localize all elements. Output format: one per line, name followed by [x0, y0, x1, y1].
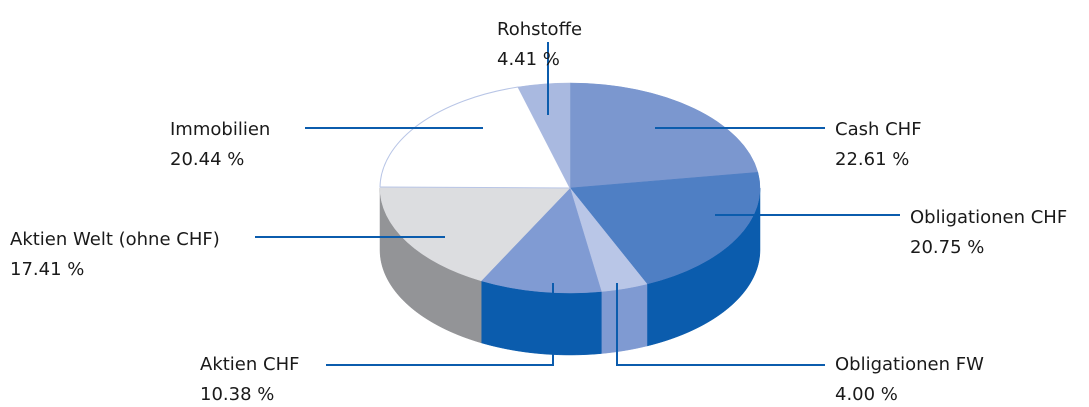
pie-slice: [480, 187, 602, 294]
pie-slice: [569, 172, 761, 285]
value-label: 20.44 %: [170, 149, 244, 170]
value-label: 22.61 %: [835, 149, 909, 170]
leader-line: [326, 283, 554, 366]
slice-label: Immobilien: [170, 119, 270, 140]
slice-label: Obligationen FW: [835, 354, 984, 375]
pie-slice: [379, 86, 571, 189]
pie-slice: [569, 82, 759, 189]
value-label: 4.00 %: [835, 384, 898, 405]
leader-line: [616, 283, 825, 366]
value-label: 4.41 %: [497, 49, 560, 70]
slice-label: Obligationen CHF: [910, 207, 1067, 228]
slice-label: Cash CHF: [835, 119, 922, 140]
pie-slice: [517, 82, 571, 189]
pie-slice: [379, 186, 571, 282]
slice-label: Rohstoffe: [497, 19, 582, 40]
slice-label: Aktien Welt (ohne CHF): [10, 229, 220, 250]
value-label: 17.41 %: [10, 259, 84, 280]
value-label: 20.75 %: [910, 237, 984, 258]
value-label: 10.38 %: [200, 384, 274, 405]
pie-side: [601, 283, 648, 354]
slice-label: Aktien CHF: [200, 354, 299, 375]
